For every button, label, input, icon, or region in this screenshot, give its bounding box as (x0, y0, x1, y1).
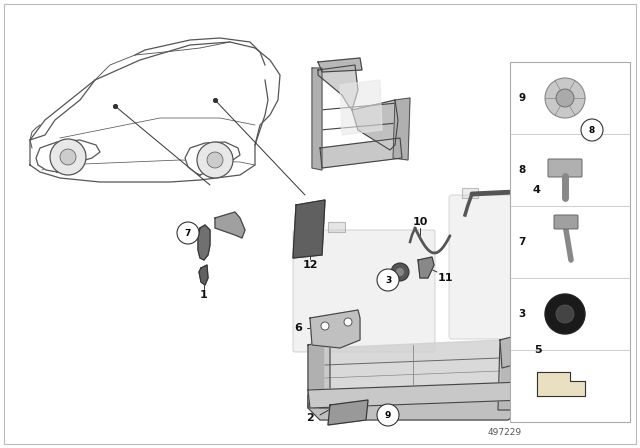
Circle shape (321, 322, 329, 330)
Polygon shape (418, 257, 434, 278)
Circle shape (377, 269, 399, 291)
Polygon shape (308, 388, 524, 420)
FancyBboxPatch shape (293, 230, 435, 352)
Circle shape (344, 318, 352, 326)
FancyBboxPatch shape (449, 195, 603, 339)
Circle shape (207, 152, 223, 168)
Polygon shape (185, 142, 240, 175)
Polygon shape (320, 138, 402, 168)
Circle shape (545, 78, 585, 118)
Polygon shape (393, 98, 410, 160)
Polygon shape (352, 100, 398, 150)
Polygon shape (318, 65, 358, 110)
Text: 7: 7 (518, 237, 525, 247)
Circle shape (197, 142, 233, 178)
Text: 9: 9 (518, 93, 525, 103)
Text: 9: 9 (385, 410, 391, 419)
Text: 4: 4 (532, 185, 540, 195)
Polygon shape (312, 68, 322, 170)
Circle shape (60, 149, 76, 165)
Text: 5: 5 (534, 345, 542, 355)
Text: 8: 8 (589, 125, 595, 134)
Polygon shape (308, 382, 524, 408)
Text: 10: 10 (412, 217, 428, 227)
Polygon shape (199, 265, 208, 285)
Polygon shape (500, 332, 532, 368)
Text: 12: 12 (302, 260, 317, 270)
Circle shape (177, 222, 199, 244)
Text: 3: 3 (385, 276, 391, 284)
Text: 6: 6 (294, 323, 302, 333)
Polygon shape (305, 222, 320, 232)
Polygon shape (293, 200, 325, 258)
Text: 2: 2 (306, 413, 314, 423)
Polygon shape (310, 310, 360, 348)
Circle shape (377, 404, 399, 426)
Polygon shape (462, 188, 478, 198)
Text: 8: 8 (518, 165, 525, 175)
Circle shape (556, 89, 574, 107)
Text: 3: 3 (518, 309, 525, 319)
Polygon shape (36, 140, 100, 172)
Circle shape (50, 139, 86, 175)
Polygon shape (215, 212, 245, 238)
Circle shape (556, 305, 574, 323)
Text: 1: 1 (200, 290, 208, 300)
Text: 7: 7 (185, 228, 191, 237)
Polygon shape (328, 222, 345, 232)
Text: 497229: 497229 (488, 427, 522, 436)
Polygon shape (600, 198, 612, 336)
Circle shape (545, 294, 585, 334)
Polygon shape (537, 372, 585, 396)
FancyBboxPatch shape (548, 159, 582, 177)
Polygon shape (198, 225, 210, 260)
Polygon shape (325, 340, 500, 393)
Polygon shape (340, 80, 382, 135)
Text: 11: 11 (437, 273, 452, 283)
Polygon shape (318, 58, 362, 72)
Circle shape (391, 263, 409, 281)
FancyBboxPatch shape (554, 215, 578, 229)
Bar (510, 62, 630, 422)
Polygon shape (308, 340, 330, 408)
Polygon shape (498, 338, 522, 410)
Polygon shape (30, 42, 280, 182)
Circle shape (581, 119, 603, 141)
Circle shape (396, 268, 404, 276)
Polygon shape (328, 400, 368, 425)
